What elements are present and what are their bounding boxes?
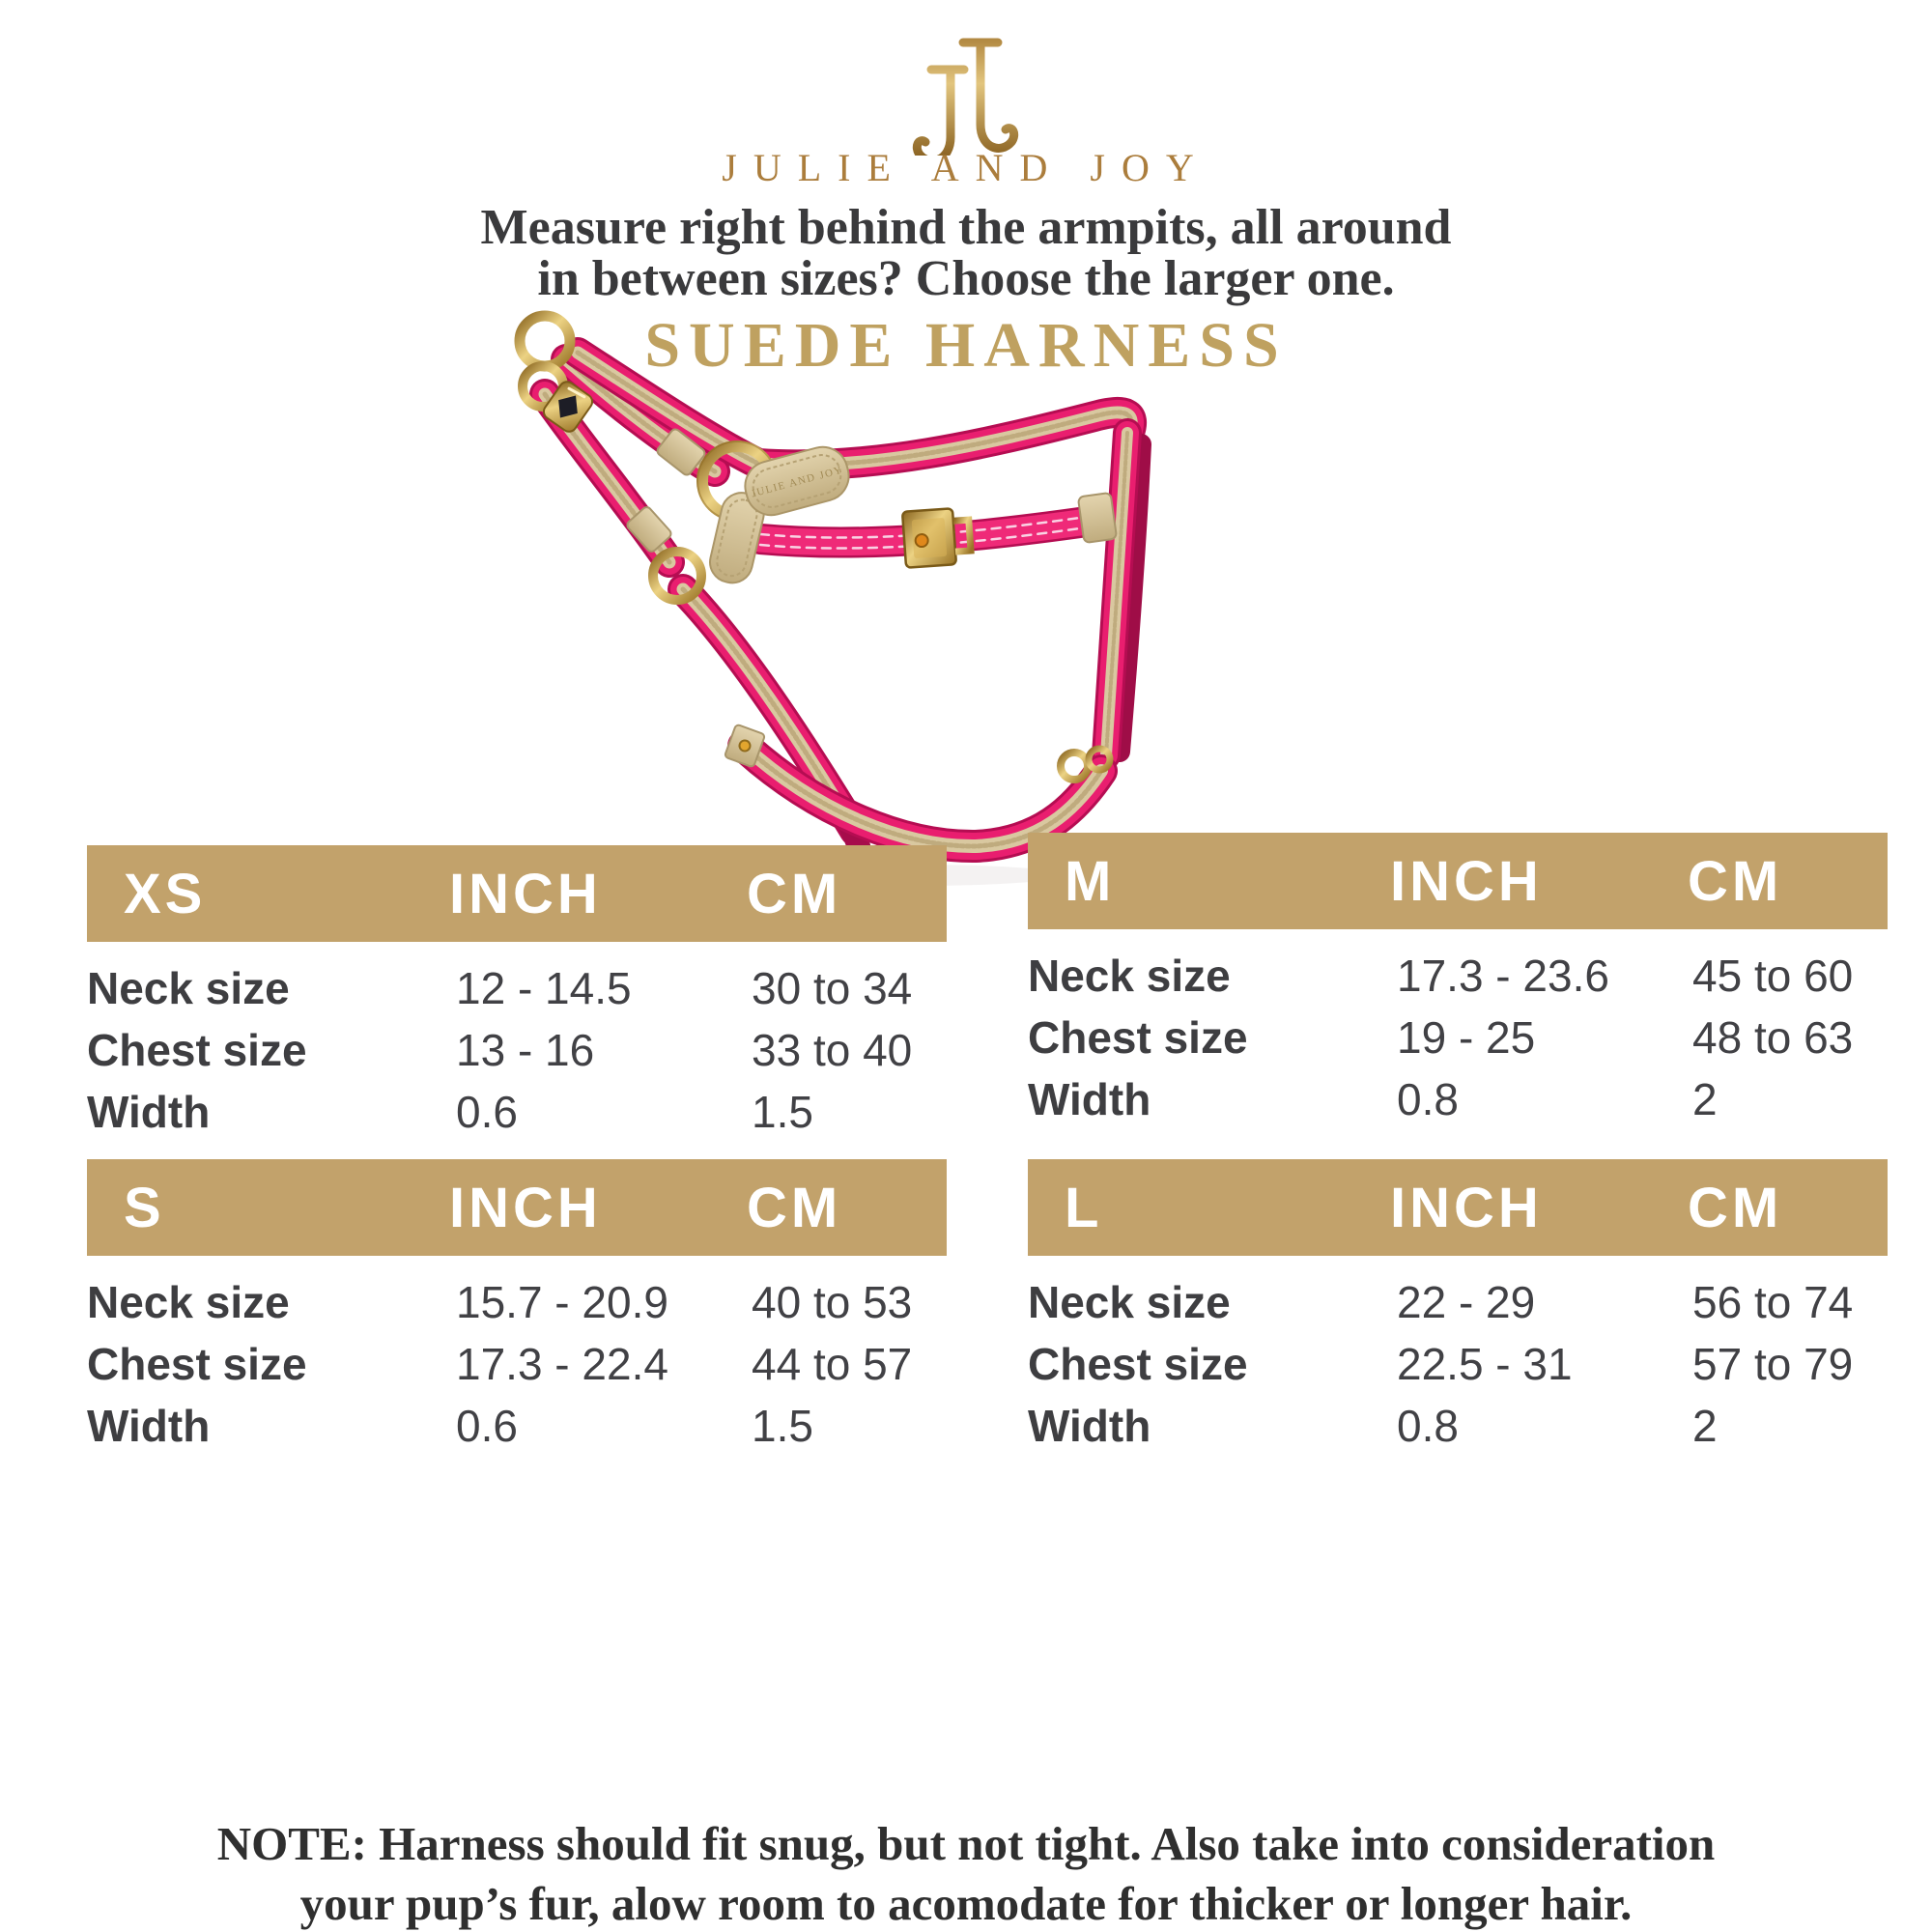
inch-column-header: INCH: [449, 863, 602, 925]
fit-note-line2: your pup’s fur, alow room to acomodate f…: [299, 1877, 1633, 1930]
rivet-plate: [724, 724, 766, 768]
size-table-xs-header: XS INCH CM: [87, 845, 947, 942]
measure-instruction-line2: in between sizes? Choose the larger one.: [537, 251, 1395, 306]
belly-adjuster-rings-icon: [1057, 745, 1114, 783]
size-table-xs: XS INCH CM Neck size 12 - 14.5 30 to 34 …: [87, 845, 947, 1143]
strap-keeper: [626, 506, 672, 553]
table-row: Width 0.8 2: [1028, 1401, 1718, 1451]
size-label: M: [1065, 850, 1116, 913]
leash-ring-icon: [514, 310, 576, 372]
belly-strap: [727, 729, 1118, 864]
table-row: Width 0.6 1.5: [87, 1401, 813, 1451]
size-table-s: S INCH CM Neck size 15.7 - 20.9 40 to 53…: [87, 1159, 947, 1457]
girth-buckle-icon: [901, 507, 975, 569]
size-label: XS: [124, 863, 207, 925]
size-table-m-header: M INCH CM: [1028, 833, 1888, 929]
product-title: SUEDE HARNESS: [644, 310, 1288, 381]
table-row: Neck size 12 - 14.5 30 to 34: [87, 963, 913, 1013]
table-row: Neck size 22 - 29 56 to 74: [1028, 1277, 1854, 1327]
inch-column-header: INCH: [1390, 1177, 1543, 1239]
table-row: Neck size 17.3 - 23.6 45 to 60: [1028, 951, 1854, 1001]
table-row: Chest size 19 - 25 48 to 63: [1028, 1012, 1854, 1063]
harness-product-image: JULIE AND JOY: [514, 310, 1151, 889]
cm-column-header: CM: [1688, 1177, 1783, 1239]
inch-column-header: INCH: [1390, 850, 1543, 913]
measure-instruction-line1: Measure right behind the armpits, all ar…: [480, 200, 1452, 255]
size-table-s-header: S INCH CM: [87, 1159, 947, 1256]
cm-column-header: CM: [747, 863, 842, 925]
strap-keeper: [1077, 492, 1118, 544]
right-strap: [1092, 418, 1151, 770]
size-table-m: M INCH CM Neck size 17.3 - 23.6 45 to 60…: [1028, 833, 1888, 1130]
inch-column-header: INCH: [449, 1177, 602, 1239]
brand-name: JULIE AND JOY: [722, 146, 1210, 189]
gem-clasp-icon: [542, 381, 594, 433]
table-row: Width 0.6 1.5: [87, 1087, 813, 1137]
neck-strap: [551, 344, 730, 487]
size-label: L: [1065, 1177, 1103, 1239]
table-row: Chest size 17.3 - 22.4 44 to 57: [87, 1339, 913, 1389]
fit-note-line1: NOTE: Harness should fit snug, but not t…: [216, 1817, 1716, 1870]
size-table-l-header: L INCH CM: [1028, 1159, 1888, 1256]
harness-straps: [529, 337, 1151, 889]
harness-hardware: JULIE AND JOY: [514, 310, 1118, 783]
front-o-ring-icon: [648, 547, 706, 605]
cm-column-header: CM: [1688, 850, 1783, 913]
size-label: S: [124, 1177, 165, 1239]
jj-monogram-logo-icon: [912, 38, 1019, 156]
table-row: Width 0.8 2: [1028, 1074, 1718, 1124]
table-row: Chest size 13 - 16 33 to 40: [87, 1025, 913, 1075]
strap-keeper: [656, 428, 706, 476]
table-row: Chest size 22.5 - 31 57 to 79: [1028, 1339, 1854, 1389]
gold-brand-label: JULIE AND JOY: [744, 445, 850, 517]
cm-column-header: CM: [747, 1177, 842, 1239]
table-row: Neck size 15.7 - 20.9 40 to 53: [87, 1277, 913, 1327]
size-table-l: L INCH CM Neck size 22 - 29 56 to 74 Che…: [1028, 1159, 1888, 1457]
